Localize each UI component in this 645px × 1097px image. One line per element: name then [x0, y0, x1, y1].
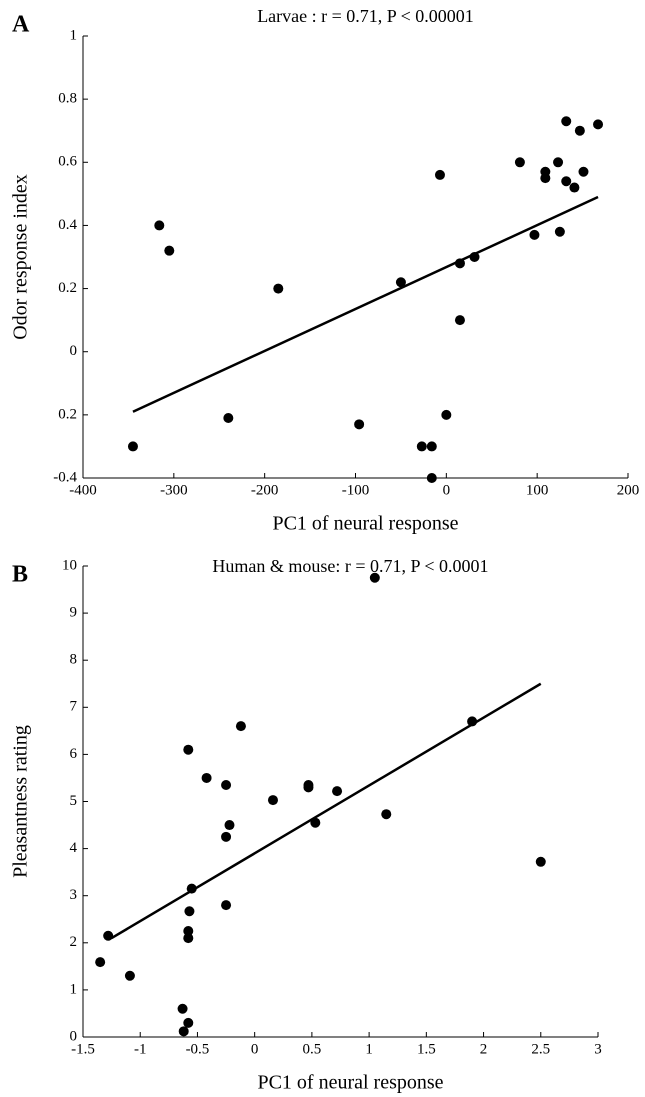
x-tick-label: -200	[251, 482, 279, 498]
point	[574, 125, 585, 136]
point	[267, 795, 278, 806]
y-tick-label: 0.6	[58, 154, 77, 170]
point	[554, 226, 565, 237]
x-tick-label: 1.5	[417, 1041, 436, 1057]
point	[561, 116, 572, 127]
point	[529, 229, 540, 240]
y-tick-label: 0.2	[58, 406, 77, 422]
x-tick-label: -1.5	[71, 1041, 95, 1057]
point	[535, 856, 546, 867]
fit-line	[132, 195, 599, 413]
point	[235, 721, 246, 732]
x-tick-label: 0.5	[303, 1041, 322, 1057]
y-tick-label: 0.2	[58, 280, 77, 296]
point	[224, 820, 235, 831]
point	[416, 441, 427, 452]
point	[183, 926, 194, 937]
panel-label: B	[12, 562, 28, 588]
point	[310, 817, 321, 828]
point	[303, 780, 314, 791]
x-tick-label: -0.5	[186, 1041, 210, 1057]
x-tick-label: -300	[160, 482, 188, 498]
x-tick-label: -1	[134, 1041, 147, 1057]
y-axis-label: Pleasantness rating	[10, 725, 32, 878]
point	[332, 786, 343, 797]
point	[183, 744, 194, 755]
point	[127, 441, 138, 452]
y-tick-label: 4	[70, 840, 78, 856]
y-tick-label: 7	[70, 699, 78, 715]
point	[95, 957, 106, 968]
x-tick-label: 0	[443, 482, 451, 498]
point	[186, 883, 197, 894]
point	[354, 419, 365, 430]
y-tick-label: 10	[62, 557, 77, 573]
point	[395, 277, 406, 288]
y-tick-label: 1	[70, 27, 78, 43]
point	[183, 1017, 194, 1028]
x-tick-label: 2.5	[531, 1041, 550, 1057]
point	[593, 119, 604, 130]
point	[177, 1003, 188, 1014]
y-tick-label: 0	[70, 343, 78, 359]
point	[426, 473, 437, 483]
point	[221, 900, 232, 911]
point	[454, 315, 465, 326]
point	[469, 252, 480, 262]
point	[184, 906, 195, 917]
point	[553, 157, 564, 168]
y-tick-label: 0	[70, 1028, 78, 1044]
point	[183, 933, 194, 944]
point	[561, 176, 572, 187]
x-tick-label: -400	[69, 482, 97, 498]
fit-line	[110, 682, 542, 940]
point	[441, 409, 452, 420]
point	[434, 169, 445, 180]
point	[221, 780, 232, 791]
y-tick-label: 1	[70, 981, 78, 997]
point	[273, 283, 284, 294]
point	[426, 441, 437, 452]
point	[201, 772, 212, 783]
point	[164, 245, 175, 256]
y-tick-label: 3	[70, 887, 78, 903]
point	[381, 809, 392, 820]
point	[369, 572, 380, 583]
y-tick-label: 6	[70, 746, 78, 762]
point	[154, 220, 165, 231]
y-tick-label: 2	[70, 934, 78, 950]
x-axis-label: PC1 of neural response	[257, 1072, 443, 1094]
x-tick-label: 100	[526, 482, 549, 498]
chart-title: Larvae : r = 0.71, P < 0.00001	[257, 6, 474, 26]
x-tick-label: 0	[251, 1041, 259, 1057]
x-tick-label: 3	[594, 1041, 602, 1057]
point	[124, 970, 135, 981]
point	[221, 831, 232, 842]
y-tick-label: 0.4	[58, 217, 77, 233]
y-axis-label: Odor response index	[10, 174, 32, 340]
x-axis-label: PC1 of neural response	[272, 513, 458, 535]
point	[223, 413, 234, 424]
y-tick-label: 5	[70, 793, 78, 809]
point	[454, 258, 465, 269]
y-tick-label: -0.4	[53, 469, 77, 485]
point	[578, 166, 589, 177]
x-tick-label: 1	[365, 1041, 373, 1057]
x-tick-label: -100	[342, 482, 370, 498]
chart-title: Human & mouse: r = 0.71, P < 0.0001	[212, 556, 488, 576]
point	[467, 716, 478, 727]
x-tick-label: 200	[617, 482, 640, 498]
point	[514, 157, 525, 168]
point	[540, 173, 551, 184]
point	[103, 930, 114, 941]
panel-label: A	[12, 12, 30, 38]
y-tick-label: 0.8	[58, 91, 77, 107]
y-tick-label: 8	[70, 652, 78, 668]
x-tick-label: 2	[480, 1041, 488, 1057]
y-tick-label: 9	[70, 605, 78, 621]
point	[178, 1026, 189, 1037]
point	[569, 182, 580, 193]
